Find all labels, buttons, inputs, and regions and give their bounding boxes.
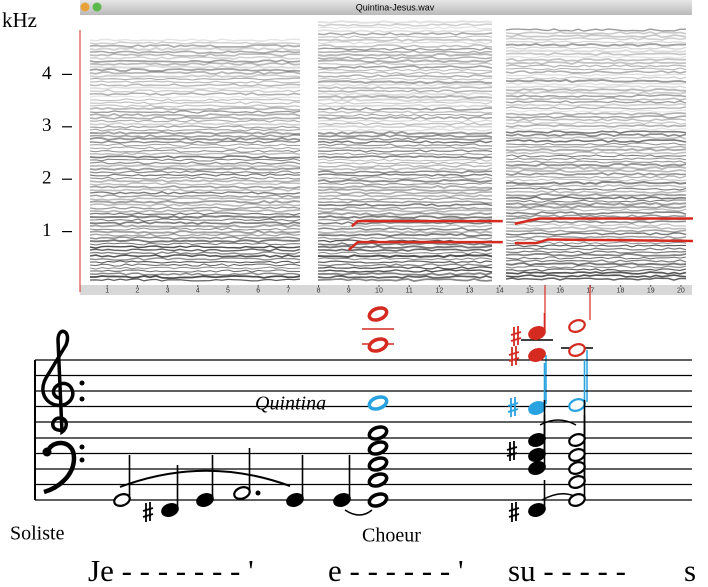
clef-dot — [80, 458, 85, 463]
lyric: s — [684, 553, 696, 587]
lyric: e - - - - - - ' — [328, 553, 464, 587]
clef-dot — [43, 448, 52, 457]
clef-dot — [80, 445, 85, 450]
sharp — [143, 502, 153, 522]
sharp — [507, 441, 517, 461]
notehead — [113, 492, 132, 508]
x-tick-label: 5 — [226, 287, 230, 294]
x-tick-label: 9 — [347, 287, 351, 294]
x-tick-label: 18 — [617, 287, 625, 294]
notehead — [368, 395, 389, 411]
notehead — [568, 397, 587, 413]
notehead — [528, 432, 547, 448]
x-tick-label: 1 — [105, 287, 109, 294]
x-tick-label: 15 — [526, 287, 534, 294]
y-tick-label: 3 — [42, 115, 52, 136]
sharp — [509, 346, 519, 366]
spectrogram: Quintina-Jesus.wav kHz 12341234567891011… — [2, 0, 693, 295]
notehead — [568, 474, 587, 490]
x-tick-label: 20 — [677, 287, 685, 294]
x-tick-label: 16 — [556, 287, 564, 294]
score: Quintina Soliste Choeur Je - - - - - - -… — [10, 285, 696, 587]
notehead — [368, 456, 389, 472]
notehead — [286, 492, 305, 508]
x-tick-label: 11 — [406, 287, 413, 294]
notehead — [368, 306, 389, 322]
x-tick-label: 13 — [466, 287, 474, 294]
texture-line — [506, 206, 686, 208]
y-tick-label: 2 — [42, 168, 52, 189]
notehead — [568, 447, 587, 463]
x-tick-label: 19 — [647, 287, 655, 294]
sharp — [509, 502, 519, 522]
lyric: su - - - - - — [508, 553, 626, 587]
notehead — [528, 447, 547, 463]
texture-line — [318, 231, 492, 233]
time-axis-bar — [80, 285, 692, 295]
x-tick-label: 2 — [135, 287, 139, 294]
y-unit: kHz — [2, 8, 37, 32]
x-tick-label: 4 — [196, 287, 200, 294]
notehead — [233, 485, 252, 501]
notehead — [568, 318, 587, 334]
x-tick-label: 3 — [166, 287, 170, 294]
x-tick-label: 12 — [435, 287, 443, 294]
x-tick-label: 8 — [317, 287, 321, 294]
notehead — [528, 460, 547, 476]
clef-dot — [80, 397, 85, 402]
notehead — [368, 337, 389, 353]
y-tick-label: 4 — [42, 63, 52, 84]
tie — [345, 510, 372, 515]
window-button[interactable] — [93, 3, 102, 12]
notehead — [368, 472, 389, 488]
sharp — [511, 326, 521, 346]
notehead — [568, 342, 587, 358]
y-tick-label: 1 — [42, 220, 52, 241]
notehead — [568, 432, 587, 448]
treble-clef — [43, 331, 73, 432]
x-tick-label: 14 — [496, 287, 504, 294]
notehead — [368, 492, 389, 508]
choir-label: Choeur — [362, 525, 421, 547]
annotation: Quintina — [255, 393, 326, 415]
notehead — [196, 492, 215, 508]
notehead — [568, 460, 587, 476]
figure: Quintina-Jesus.wav kHz 12341234567891011… — [0, 0, 708, 587]
notehead — [333, 492, 352, 508]
notehead — [528, 400, 547, 416]
x-tick-label: 7 — [286, 287, 290, 294]
notehead — [368, 425, 389, 441]
window-title: Quintina-Jesus.wav — [356, 2, 435, 12]
lyric: Je - - - - - - - ' — [88, 553, 254, 587]
notehead — [161, 502, 180, 518]
clef-dot — [80, 381, 85, 386]
dot — [256, 491, 261, 496]
soloist-label: Soliste — [10, 523, 65, 545]
window-button[interactable] — [81, 3, 90, 12]
x-tick-label: 10 — [375, 287, 383, 294]
x-tick-label: 6 — [256, 287, 260, 294]
notehead — [528, 502, 547, 518]
notehead — [528, 325, 547, 341]
